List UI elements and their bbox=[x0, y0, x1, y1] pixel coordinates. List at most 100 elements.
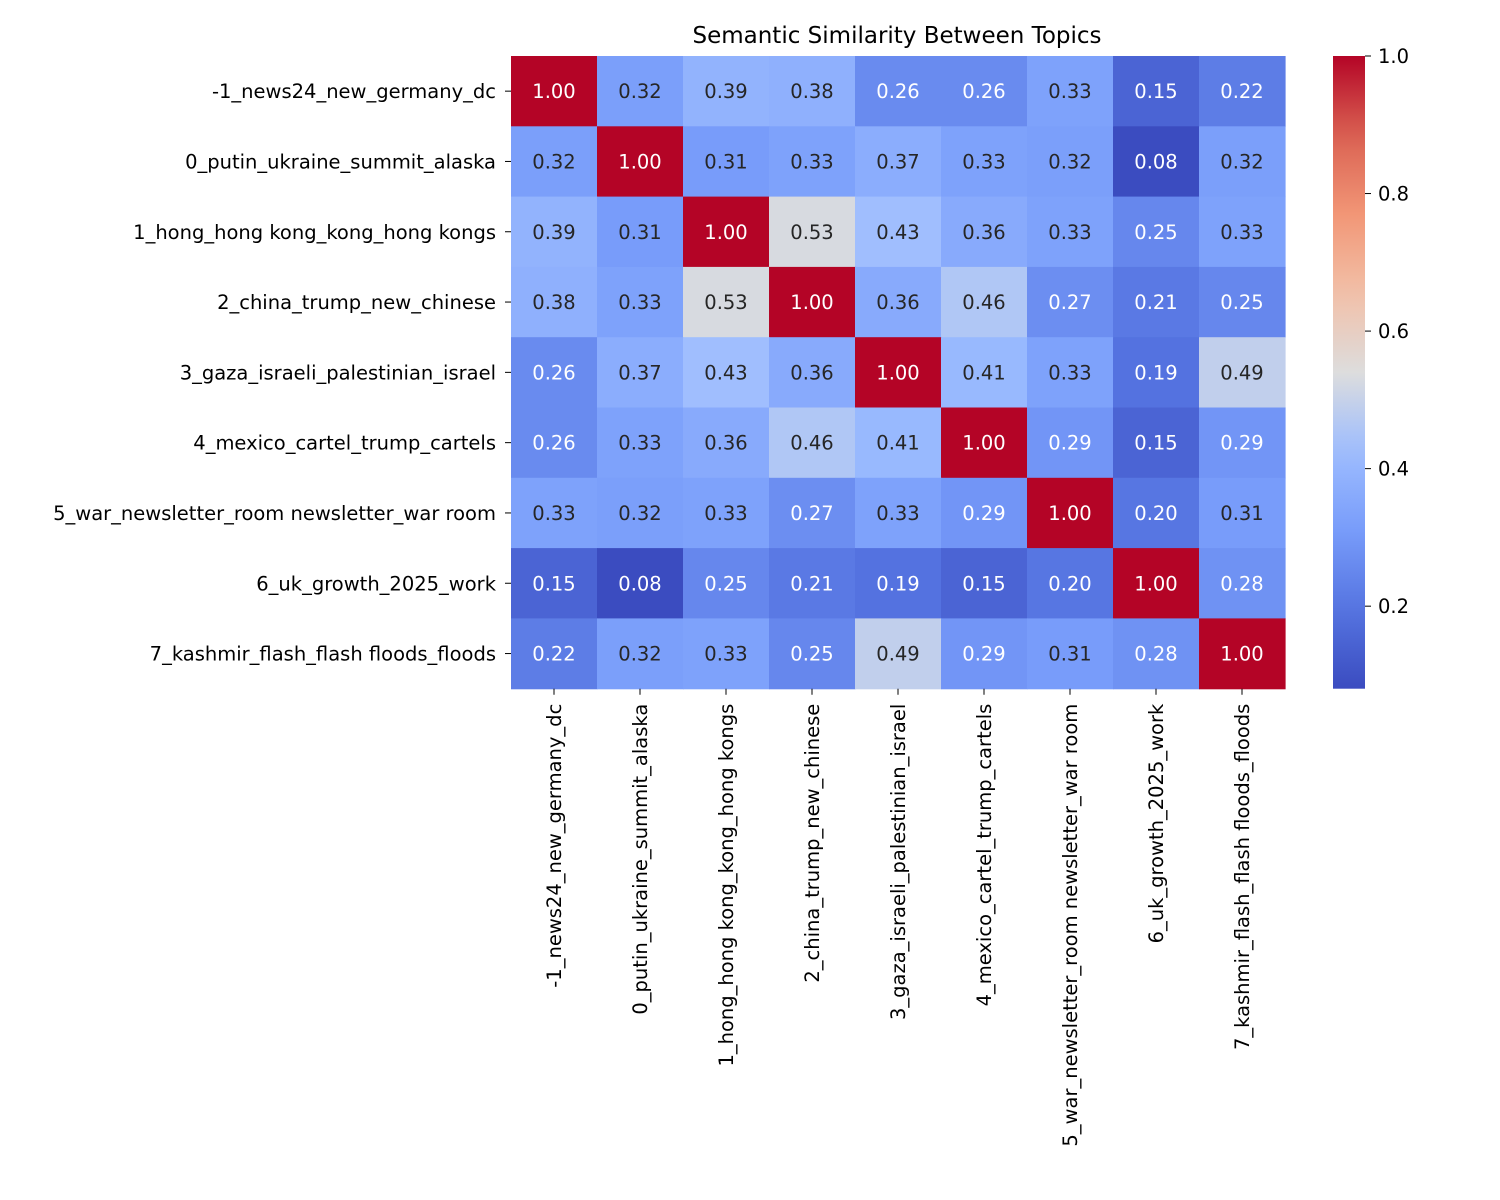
cell-annotation-r2-c2: 1.00 bbox=[704, 221, 747, 244]
cell-annotation-r6-c3: 0.27 bbox=[790, 502, 833, 525]
cell-annotation-r4-c4: 1.00 bbox=[876, 361, 919, 384]
cell-annotation-r1-c6: 0.32 bbox=[1048, 150, 1091, 173]
heatmap-cell-r5-c2 bbox=[683, 407, 770, 479]
cell-annotation-r8-c4: 0.49 bbox=[876, 643, 919, 666]
heatmap-cell-r8-c8 bbox=[1199, 618, 1286, 690]
y-tick-label: 0_putin_ukraine_summit_alaska bbox=[185, 150, 496, 173]
cell-annotation-r7-c3: 0.21 bbox=[790, 572, 833, 595]
heatmap-cell-r1-c4 bbox=[855, 126, 942, 198]
heatmap-cell-r7-c8 bbox=[1199, 548, 1286, 619]
cell-annotation-r1-c1: 1.00 bbox=[618, 150, 661, 173]
cell-annotation-r7-c1: 0.08 bbox=[618, 572, 661, 595]
heatmap-cell-r5-c0 bbox=[511, 407, 598, 479]
cell-annotation-r6-c0: 0.33 bbox=[532, 502, 575, 525]
heatmap-cell-r4-c2 bbox=[683, 337, 770, 409]
heatmap-cell-r2-c0 bbox=[511, 196, 598, 268]
y-tick-label: 3_gaza_israeli_palestinian_israel bbox=[180, 361, 496, 384]
cell-annotation-r4-c2: 0.43 bbox=[704, 361, 747, 384]
cell-annotation-r5-c0: 0.26 bbox=[532, 432, 575, 455]
heatmap-cell-r2-c6 bbox=[1027, 196, 1114, 268]
heatmap-cell-r0-c7 bbox=[1113, 56, 1200, 127]
cell-annotations: 1.00 0.32 0.39 0.38 0.26 0.26 0.33 0.15 0.22 0.32… bbox=[532, 80, 1263, 665]
cell-annotation-r3-c4: 0.36 bbox=[876, 291, 919, 314]
heatmap-cell-r2-c1 bbox=[597, 196, 684, 268]
heatmap-cell-r3-c8 bbox=[1199, 266, 1286, 338]
cell-annotation-r7-c2: 0.25 bbox=[704, 572, 747, 595]
x-tick-label: 6_uk_growth_2025_work bbox=[1145, 703, 1168, 943]
heatmap-cell-r0-c8 bbox=[1199, 56, 1286, 127]
cell-annotation-r4-c3: 0.36 bbox=[790, 361, 833, 384]
heatmap-cell-r4-c8 bbox=[1199, 337, 1286, 409]
heatmap-cell-r1-c2 bbox=[683, 126, 770, 198]
cell-annotation-r4-c6: 0.33 bbox=[1048, 361, 1091, 384]
x-tick-label: -1_news24_new_germany_dc bbox=[543, 704, 566, 988]
heatmap-cell-r6-c3 bbox=[769, 477, 856, 549]
heatmap-cell-r0-c4 bbox=[855, 56, 942, 127]
cell-annotation-r0-c3: 0.38 bbox=[790, 80, 833, 103]
cell-annotation-r7-c8: 0.28 bbox=[1220, 572, 1263, 595]
heatmap-cell-r8-c1 bbox=[597, 618, 684, 690]
x-tick-label: 7_kashmir_flash_flash floods_floods bbox=[1231, 704, 1254, 1050]
cell-annotation-r6-c4: 0.33 bbox=[876, 502, 919, 525]
colorbar-tick-label: 0.6 bbox=[1378, 320, 1409, 343]
heatmap-cell-r2-c5 bbox=[941, 196, 1028, 268]
cell-annotation-r0-c8: 0.22 bbox=[1220, 80, 1263, 103]
heatmap-cell-r4-c7 bbox=[1113, 337, 1200, 409]
cell-annotation-r1-c0: 0.32 bbox=[532, 150, 575, 173]
cell-annotation-r6-c2: 0.33 bbox=[704, 502, 747, 525]
cell-annotation-r6-c5: 0.29 bbox=[962, 502, 1005, 525]
cell-annotation-r7-c7: 1.00 bbox=[1134, 572, 1177, 595]
x-tick-label: 4_mexico_cartel_trump_cartels bbox=[973, 704, 996, 1007]
heatmap-cell-r1-c0 bbox=[511, 126, 598, 198]
heatmap-cell-r6-c0 bbox=[511, 477, 598, 549]
cell-annotation-r4-c7: 0.19 bbox=[1134, 361, 1177, 384]
cell-annotation-r8-c3: 0.25 bbox=[790, 643, 833, 666]
cell-annotation-r3-c6: 0.27 bbox=[1048, 291, 1091, 314]
heatmap-cell-r7-c0 bbox=[511, 548, 598, 619]
cell-annotation-r0-c7: 0.15 bbox=[1134, 80, 1177, 103]
heatmap-cell-r6-c8 bbox=[1199, 477, 1286, 549]
heatmap-cell-r1-c8 bbox=[1199, 126, 1286, 198]
heatmap-cell-r5-c4 bbox=[855, 407, 942, 479]
heatmap-cell-r1-c7 bbox=[1113, 126, 1200, 198]
colorbar-tick-label: 0.8 bbox=[1378, 183, 1409, 206]
cell-annotation-r5-c3: 0.46 bbox=[790, 432, 833, 455]
cell-annotation-r3-c8: 0.25 bbox=[1220, 291, 1263, 314]
cell-annotation-r2-c7: 0.25 bbox=[1134, 221, 1177, 244]
heatmap-cell-r5-c5 bbox=[941, 407, 1028, 479]
heatmap-cell-r3-c3 bbox=[769, 266, 856, 338]
cell-annotation-r4-c5: 0.41 bbox=[962, 361, 1005, 384]
x-tick-label: 1_hong_hong kong_kong_hong kongs bbox=[715, 704, 738, 1067]
colorbar-tick-label: 1.0 bbox=[1378, 45, 1409, 68]
cell-annotation-r5-c5: 1.00 bbox=[962, 432, 1005, 455]
cell-annotation-r2-c6: 0.33 bbox=[1048, 221, 1091, 244]
y-tick-label: 6_uk_growth_2025_work bbox=[256, 572, 496, 595]
cell-annotation-r7-c4: 0.19 bbox=[876, 572, 919, 595]
cell-annotation-r0-c6: 0.33 bbox=[1048, 80, 1091, 103]
heatmap-cell-r1-c3 bbox=[769, 126, 856, 198]
heatmap-cell-r6-c6 bbox=[1027, 477, 1114, 549]
heatmap-cell-r6-c4 bbox=[855, 477, 942, 549]
cell-annotation-r3-c0: 0.38 bbox=[532, 291, 575, 314]
y-tick-label: 2_china_trump_new_chinese bbox=[217, 291, 496, 314]
cell-annotation-r6-c8: 0.31 bbox=[1220, 502, 1263, 525]
colorbar-gradient bbox=[1333, 56, 1365, 689]
heatmap-cell-r3-c2 bbox=[683, 266, 770, 338]
cell-annotation-r8-c5: 0.29 bbox=[962, 643, 1005, 666]
y-axis-tick-labels: -1_news24_new_germany_dc 0_putin_ukraine_… bbox=[53, 80, 511, 666]
heatmap-cell-r6-c7 bbox=[1113, 477, 1200, 549]
colorbar-tick-label: 0.4 bbox=[1378, 458, 1409, 481]
heatmap-cell-r1-c6 bbox=[1027, 126, 1114, 198]
cell-annotation-r4-c0: 0.26 bbox=[532, 361, 575, 384]
heatmap-cell-r8-c6 bbox=[1027, 618, 1114, 690]
heatmap-cell-r6-c2 bbox=[683, 477, 770, 549]
heatmap-cell-r1-c5 bbox=[941, 126, 1028, 198]
x-tick-label: 2_china_trump_new_chinese bbox=[801, 704, 824, 983]
cell-annotation-r1-c8: 0.32 bbox=[1220, 150, 1263, 173]
cell-annotation-r0-c4: 0.26 bbox=[876, 80, 919, 103]
cell-annotation-r0-c2: 0.39 bbox=[704, 80, 747, 103]
cell-annotation-r4-c1: 0.37 bbox=[618, 361, 661, 384]
cell-annotation-r5-c4: 0.41 bbox=[876, 432, 919, 455]
cell-annotation-r8-c6: 0.31 bbox=[1048, 643, 1091, 666]
